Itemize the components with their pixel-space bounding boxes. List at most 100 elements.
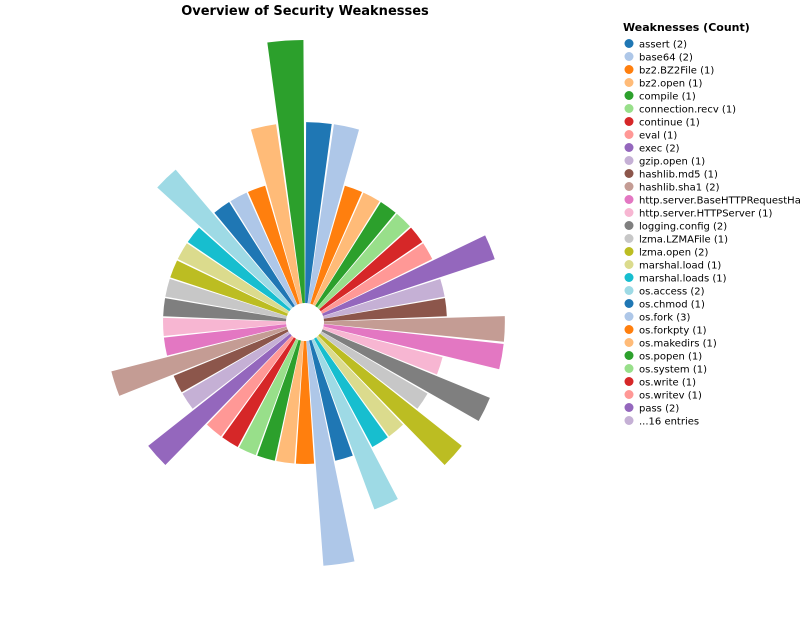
legend-swatch xyxy=(624,130,634,139)
bar-http-server-httpserver xyxy=(322,326,443,375)
legend-swatch xyxy=(624,195,634,204)
bar-lzma-open xyxy=(318,333,462,465)
legend-swatch xyxy=(624,325,634,334)
legend-swatch xyxy=(624,91,634,100)
legend-swatch xyxy=(624,364,634,373)
bar-c44 xyxy=(250,124,303,304)
legend-label: os.forkpty (1) xyxy=(639,326,707,337)
legend-label: pass (2) xyxy=(639,404,679,415)
legend-label: logging.config (2) xyxy=(639,222,727,233)
bar-connection-recv xyxy=(317,213,410,310)
legend-swatch xyxy=(624,416,634,425)
legend-label: os.chmod (1) xyxy=(639,300,705,311)
bar-os-popen xyxy=(257,339,301,461)
bar-exec xyxy=(322,235,495,317)
bar-os-forkpty xyxy=(295,340,315,464)
legend-label: continue (1) xyxy=(639,118,700,129)
legend-swatch xyxy=(624,390,634,399)
legend-items: assert (2) base64 (2) bz2.BZ2File (1) bz2.o… xyxy=(624,39,801,428)
bar-os-writev xyxy=(206,335,294,437)
legend-title: Weaknesses (Count) xyxy=(623,21,750,34)
legend: Weaknesses (Count) assert (2) base64 (2) b… xyxy=(623,21,801,428)
bar-c31 xyxy=(173,329,289,393)
legend-swatch xyxy=(624,78,634,87)
bar-bz2-bz2file xyxy=(310,185,363,305)
legend-swatch xyxy=(624,104,634,113)
legend-swatch xyxy=(624,312,634,321)
legend-label: bz2.open (1) xyxy=(639,79,703,90)
bar-c33 xyxy=(163,324,287,356)
bar-base64 xyxy=(307,124,360,304)
bar-c42 xyxy=(230,192,298,306)
bar-c30 xyxy=(182,331,290,409)
legend-label: base64 (2) xyxy=(639,53,693,64)
bar-http-server-basehttprequesthandler xyxy=(323,324,504,370)
legend-label: hashlib.md5 (1) xyxy=(639,170,718,181)
legend-label: os.system (1) xyxy=(639,365,707,376)
legend-label: assert (2) xyxy=(639,40,687,51)
bar-os-makedirs xyxy=(276,340,304,464)
legend-label: marshal.loads (1) xyxy=(639,274,727,285)
bar-c39 xyxy=(187,227,291,312)
legend-swatch xyxy=(624,52,634,61)
bars-group xyxy=(111,40,505,566)
bar-c32 xyxy=(111,326,288,396)
legend-label: os.fork (3) xyxy=(639,313,690,324)
legend-label: http.server.BaseHTTPRequestHa xyxy=(639,196,801,207)
legend-label: os.popen (1) xyxy=(639,352,702,363)
legend-label: os.writev (1) xyxy=(639,391,702,402)
bar-gzip-open xyxy=(323,278,445,319)
legend-swatch xyxy=(624,156,634,165)
bar-c40 xyxy=(157,169,293,310)
legend-label: os.write (1) xyxy=(639,378,696,389)
bar-os-access xyxy=(311,338,398,510)
bar-c36 xyxy=(165,278,287,319)
bar-c35 xyxy=(163,298,287,322)
bar-assert xyxy=(305,122,332,304)
bar-c41 xyxy=(214,202,295,308)
legend-swatch xyxy=(624,117,634,126)
legend-label: gzip.open (1) xyxy=(639,157,705,168)
legend-label: marshal.load (1) xyxy=(639,261,721,272)
legend-label: lzma.open (2) xyxy=(639,248,708,259)
bar-os-chmod xyxy=(309,339,353,461)
legend-swatch xyxy=(624,299,634,308)
legend-label: os.access (2) xyxy=(639,287,705,298)
bar-marshal-load xyxy=(316,335,404,437)
legend-label: http.server.HTTPServer (1) xyxy=(639,209,772,220)
legend-swatch xyxy=(624,247,634,256)
legend-label: os.makedirs (1) xyxy=(639,339,717,350)
legend-label: lzma.LZMAFile (1) xyxy=(639,235,728,246)
legend-swatch xyxy=(624,377,634,386)
bar-pass xyxy=(148,333,292,465)
bar-compile xyxy=(315,202,396,308)
legend-swatch xyxy=(624,403,634,412)
legend-label: bz2.BZ2File (1) xyxy=(639,66,714,77)
bar-os-write xyxy=(222,337,296,447)
bar-c38 xyxy=(177,243,290,314)
legend-swatch xyxy=(624,65,634,74)
bar-bz2-open xyxy=(312,192,380,306)
legend-swatch xyxy=(624,273,634,282)
legend-swatch xyxy=(624,169,634,178)
legend-swatch xyxy=(624,143,634,152)
bar-continue xyxy=(319,227,423,312)
legend-swatch xyxy=(624,260,634,269)
bar-eval xyxy=(320,243,433,314)
legend-label: compile (1) xyxy=(639,92,696,103)
bar-hashlib-md5 xyxy=(323,298,447,322)
legend-label: exec (2) xyxy=(639,144,680,155)
bar-c43 xyxy=(247,185,300,305)
bar-c37 xyxy=(170,260,288,317)
bar-hashlib-sha1 xyxy=(323,316,505,342)
legend-label: eval (1) xyxy=(639,131,677,142)
legend-swatch xyxy=(624,338,634,347)
legend-swatch xyxy=(624,39,634,48)
legend-swatch xyxy=(624,286,634,295)
bar-c45 xyxy=(267,40,305,304)
legend-swatch xyxy=(624,221,634,230)
legend-swatch xyxy=(624,208,634,217)
bar-os-system xyxy=(239,338,299,456)
chart-title: Overview of Security Weaknesses xyxy=(181,4,429,19)
